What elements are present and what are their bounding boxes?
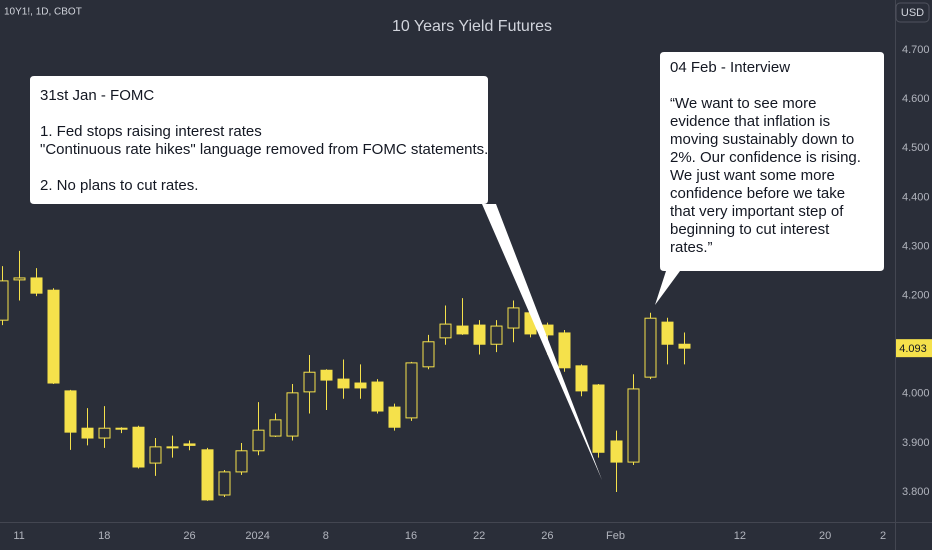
candle-body <box>98 427 111 439</box>
x-tick-label: 20 <box>819 530 831 542</box>
candle-body <box>678 343 691 349</box>
candle-body <box>132 426 145 468</box>
candle-body <box>149 446 162 464</box>
x-tick-label: Feb <box>606 530 625 542</box>
candle-body <box>13 277 26 281</box>
annotation-text: "Continuous rate hikes" language removed… <box>40 141 488 158</box>
annotation-text: evidence that inflation is <box>670 113 830 130</box>
candle-body <box>558 332 571 369</box>
x-tick-label: 26 <box>541 530 553 542</box>
annotation-text: 2. No plans to cut rates. <box>40 177 198 194</box>
annotation-text: beginning to cut interest <box>670 221 830 238</box>
annotation-text: 31st Jan - FOMC <box>40 87 154 104</box>
annotation-text: 04 Feb - Interview <box>670 59 790 76</box>
candle-body <box>473 324 486 345</box>
candle-body <box>371 381 384 412</box>
annotation-text: confidence before we take <box>670 185 845 202</box>
candle-body <box>439 323 452 339</box>
candle-body <box>81 427 94 439</box>
candle-body <box>47 289 60 384</box>
candle-body <box>610 440 623 463</box>
y-tick-label: 4.400 <box>902 191 930 203</box>
candle-body <box>235 450 248 473</box>
y-tick-label: 4.000 <box>902 388 930 400</box>
annotation-text: rates.” <box>670 239 713 256</box>
last-price-box <box>896 339 932 358</box>
chart-title: 10 Years Yield Futures <box>392 18 552 35</box>
y-tick-label: 4.300 <box>902 240 930 252</box>
x-tick-label: 22 <box>473 530 485 542</box>
candle-body <box>64 390 77 433</box>
x-tick-label: 18 <box>98 530 110 542</box>
x-tick-label: 11 <box>13 530 24 542</box>
candle-body <box>337 378 350 389</box>
x-tick-label: 26 <box>183 530 195 542</box>
y-tick-label: 4.600 <box>902 93 930 105</box>
y-tick-label: 4.500 <box>902 142 930 154</box>
candle-body <box>303 371 316 393</box>
last-price-label: 4.093 <box>899 343 927 355</box>
callout-fomc <box>30 76 602 480</box>
candle-body <box>661 321 674 345</box>
y-tick-label: 4.700 <box>902 44 930 56</box>
x-tick-label: 16 <box>405 530 417 542</box>
candle-body <box>30 277 43 294</box>
candle-body <box>201 449 214 501</box>
candle-body <box>644 317 657 378</box>
candle-body <box>405 362 418 419</box>
candle-body <box>507 307 520 329</box>
candle-body <box>388 406 401 428</box>
annotation-text: 1. Fed stops raising interest rates <box>40 123 262 140</box>
candle-body <box>422 341 435 368</box>
annotation-text: We just want some more <box>670 167 835 184</box>
candle-body <box>286 392 299 437</box>
currency-box <box>895 2 930 23</box>
candle-body <box>490 325 503 345</box>
candle-body <box>320 369 333 381</box>
callout-interview <box>655 52 884 305</box>
candles <box>0 250 691 501</box>
annotation-text: “We want to see more <box>670 95 816 112</box>
candle-body <box>456 325 469 335</box>
annotation-text: 2%. Our confidence is rising. <box>670 149 861 166</box>
candle-body <box>269 419 282 437</box>
x-tick-label: 2 <box>880 530 886 542</box>
x-tick-label: 12 <box>734 530 746 542</box>
candle-body <box>252 429 265 452</box>
currency: USD <box>901 7 924 19</box>
x-tick-label: 8 <box>323 530 329 542</box>
candle-body <box>218 471 231 496</box>
candle-body <box>0 280 9 321</box>
y-tick-label: 4.200 <box>902 290 930 302</box>
candle-body <box>592 384 605 453</box>
candle-body <box>575 365 588 392</box>
candle-body <box>115 427 128 430</box>
annotation-text: that very important step of <box>670 203 844 220</box>
symbol-info: 10Y1!, 1D, CBOT <box>4 7 82 18</box>
y-tick-label: 3.900 <box>902 437 930 449</box>
candle-body <box>166 446 179 449</box>
x-tick-label: 2024 <box>245 530 269 542</box>
y-tick-label: 3.800 <box>902 486 930 498</box>
candle-body <box>354 382 367 389</box>
candle-body <box>627 388 640 463</box>
annotation-text: moving sustainably down to <box>670 131 854 148</box>
candle-body <box>183 443 196 446</box>
